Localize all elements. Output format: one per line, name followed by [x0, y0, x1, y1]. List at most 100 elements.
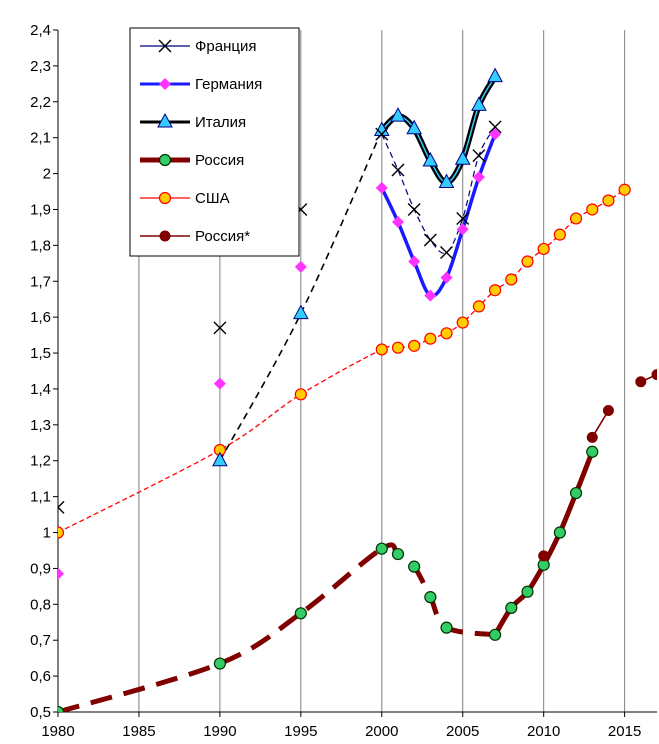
usa-point	[456, 316, 469, 329]
usa-point	[375, 343, 388, 356]
y-tick-label: 1,4	[30, 381, 51, 398]
legend-swatch-marker	[157, 112, 173, 128]
france-point	[58, 500, 65, 514]
russia-star-point	[651, 369, 657, 381]
usa-point	[424, 332, 437, 345]
russia-star-point	[586, 431, 598, 443]
italy-point	[471, 96, 487, 111]
legend-swatch-marker	[158, 39, 172, 53]
legend-item: США	[140, 190, 230, 207]
plot-area	[58, 67, 657, 712]
y-tick-label: 2,3	[30, 58, 51, 75]
italy-point	[293, 304, 309, 320]
germany-point	[472, 171, 485, 184]
usa-point	[489, 284, 502, 297]
russia-point	[424, 591, 437, 604]
y-tick-label: 1,6	[30, 309, 51, 326]
usa-point	[472, 300, 486, 313]
france-point	[423, 233, 437, 247]
russia-point	[505, 601, 518, 615]
x-tick-label: 2005	[446, 723, 479, 740]
y-tick-label: 1,1	[30, 489, 51, 506]
marks	[58, 67, 657, 712]
axes	[53, 29, 657, 717]
france-point	[472, 149, 486, 163]
italy-point	[454, 150, 471, 165]
germany-point	[58, 567, 64, 580]
legend-label: Россия*	[195, 228, 250, 245]
legend-label: Италия	[195, 114, 246, 131]
y-tick-label: 1,9	[30, 201, 51, 218]
usa-point	[602, 194, 615, 207]
x-tick-label: 1990	[203, 723, 236, 740]
series-france-curve	[381, 126, 496, 254]
x-tick-label: 1985	[122, 723, 155, 740]
italy-point	[438, 173, 455, 189]
usa-point	[618, 183, 631, 196]
legend-item: Италия	[140, 112, 246, 131]
series-italy-inner-curve	[381, 76, 496, 184]
france-point	[407, 202, 421, 216]
italy-point	[487, 67, 503, 83]
france-point	[391, 163, 405, 177]
y-tick-label: 1,7	[30, 273, 51, 290]
y-tick-label: 1	[43, 525, 51, 542]
russia-point	[553, 526, 566, 539]
germany-point	[440, 271, 453, 284]
italy-point	[390, 107, 406, 122]
y-tick-label: 2,2	[30, 94, 51, 111]
italy-point	[422, 151, 439, 167]
usa-point	[391, 341, 405, 354]
russia-point	[58, 705, 65, 712]
russia-point	[586, 445, 599, 458]
y-tick-label: 0,9	[30, 560, 51, 577]
y-tick-label: 0,7	[30, 632, 51, 649]
usa-point	[440, 327, 453, 340]
legend-swatch-marker	[159, 230, 171, 242]
usa-point	[408, 339, 421, 352]
legend-label: Франция	[195, 38, 256, 55]
series-russia-dashed-curve	[58, 542, 496, 712]
legend-item: Россия	[140, 152, 244, 169]
russia-star-point	[538, 550, 550, 562]
russia-point	[294, 607, 307, 620]
russia-point	[213, 657, 226, 670]
series-italy-outline-curve	[379, 75, 498, 186]
russia-point	[391, 547, 405, 561]
russia-star-point	[602, 404, 614, 416]
germany-point	[456, 223, 469, 236]
italy-point	[373, 121, 390, 137]
y-tick-label: 2,4	[30, 22, 51, 39]
y-tick-label: 1,2	[30, 453, 51, 470]
italy-point	[406, 119, 422, 135]
x-tick-label: 2015	[608, 723, 641, 740]
y-tick-label: 1,3	[30, 417, 51, 434]
usa-point	[553, 228, 566, 241]
usa-point	[569, 212, 583, 225]
y-tick-label: 2,1	[30, 130, 51, 147]
france-point	[488, 120, 502, 134]
y-tick-label: 0,8	[30, 596, 51, 613]
legend-swatch-marker	[159, 78, 171, 90]
germany-point	[375, 181, 388, 194]
france-point	[375, 127, 389, 141]
russia-point	[408, 560, 421, 573]
russia-point	[521, 585, 534, 598]
france-point	[456, 211, 470, 225]
russia-point	[440, 621, 453, 634]
x-tick-label: 1980	[41, 723, 74, 740]
series-germany-curve	[380, 133, 497, 298]
y-tick-label: 0,6	[30, 668, 51, 685]
legend: Франция Германия Италия Россия США Россия*	[129, 27, 300, 257]
y-tick-label: 1,5	[30, 345, 51, 362]
legend-label: Германия	[195, 76, 262, 93]
russia-star-point	[635, 376, 647, 388]
france-point	[213, 321, 227, 335]
x-tick-label: 2000	[365, 723, 398, 740]
usa-point	[294, 388, 307, 401]
russia-point	[375, 542, 388, 555]
legend-label: Россия	[195, 152, 244, 169]
germany-point	[424, 289, 437, 302]
france-point	[440, 246, 454, 260]
